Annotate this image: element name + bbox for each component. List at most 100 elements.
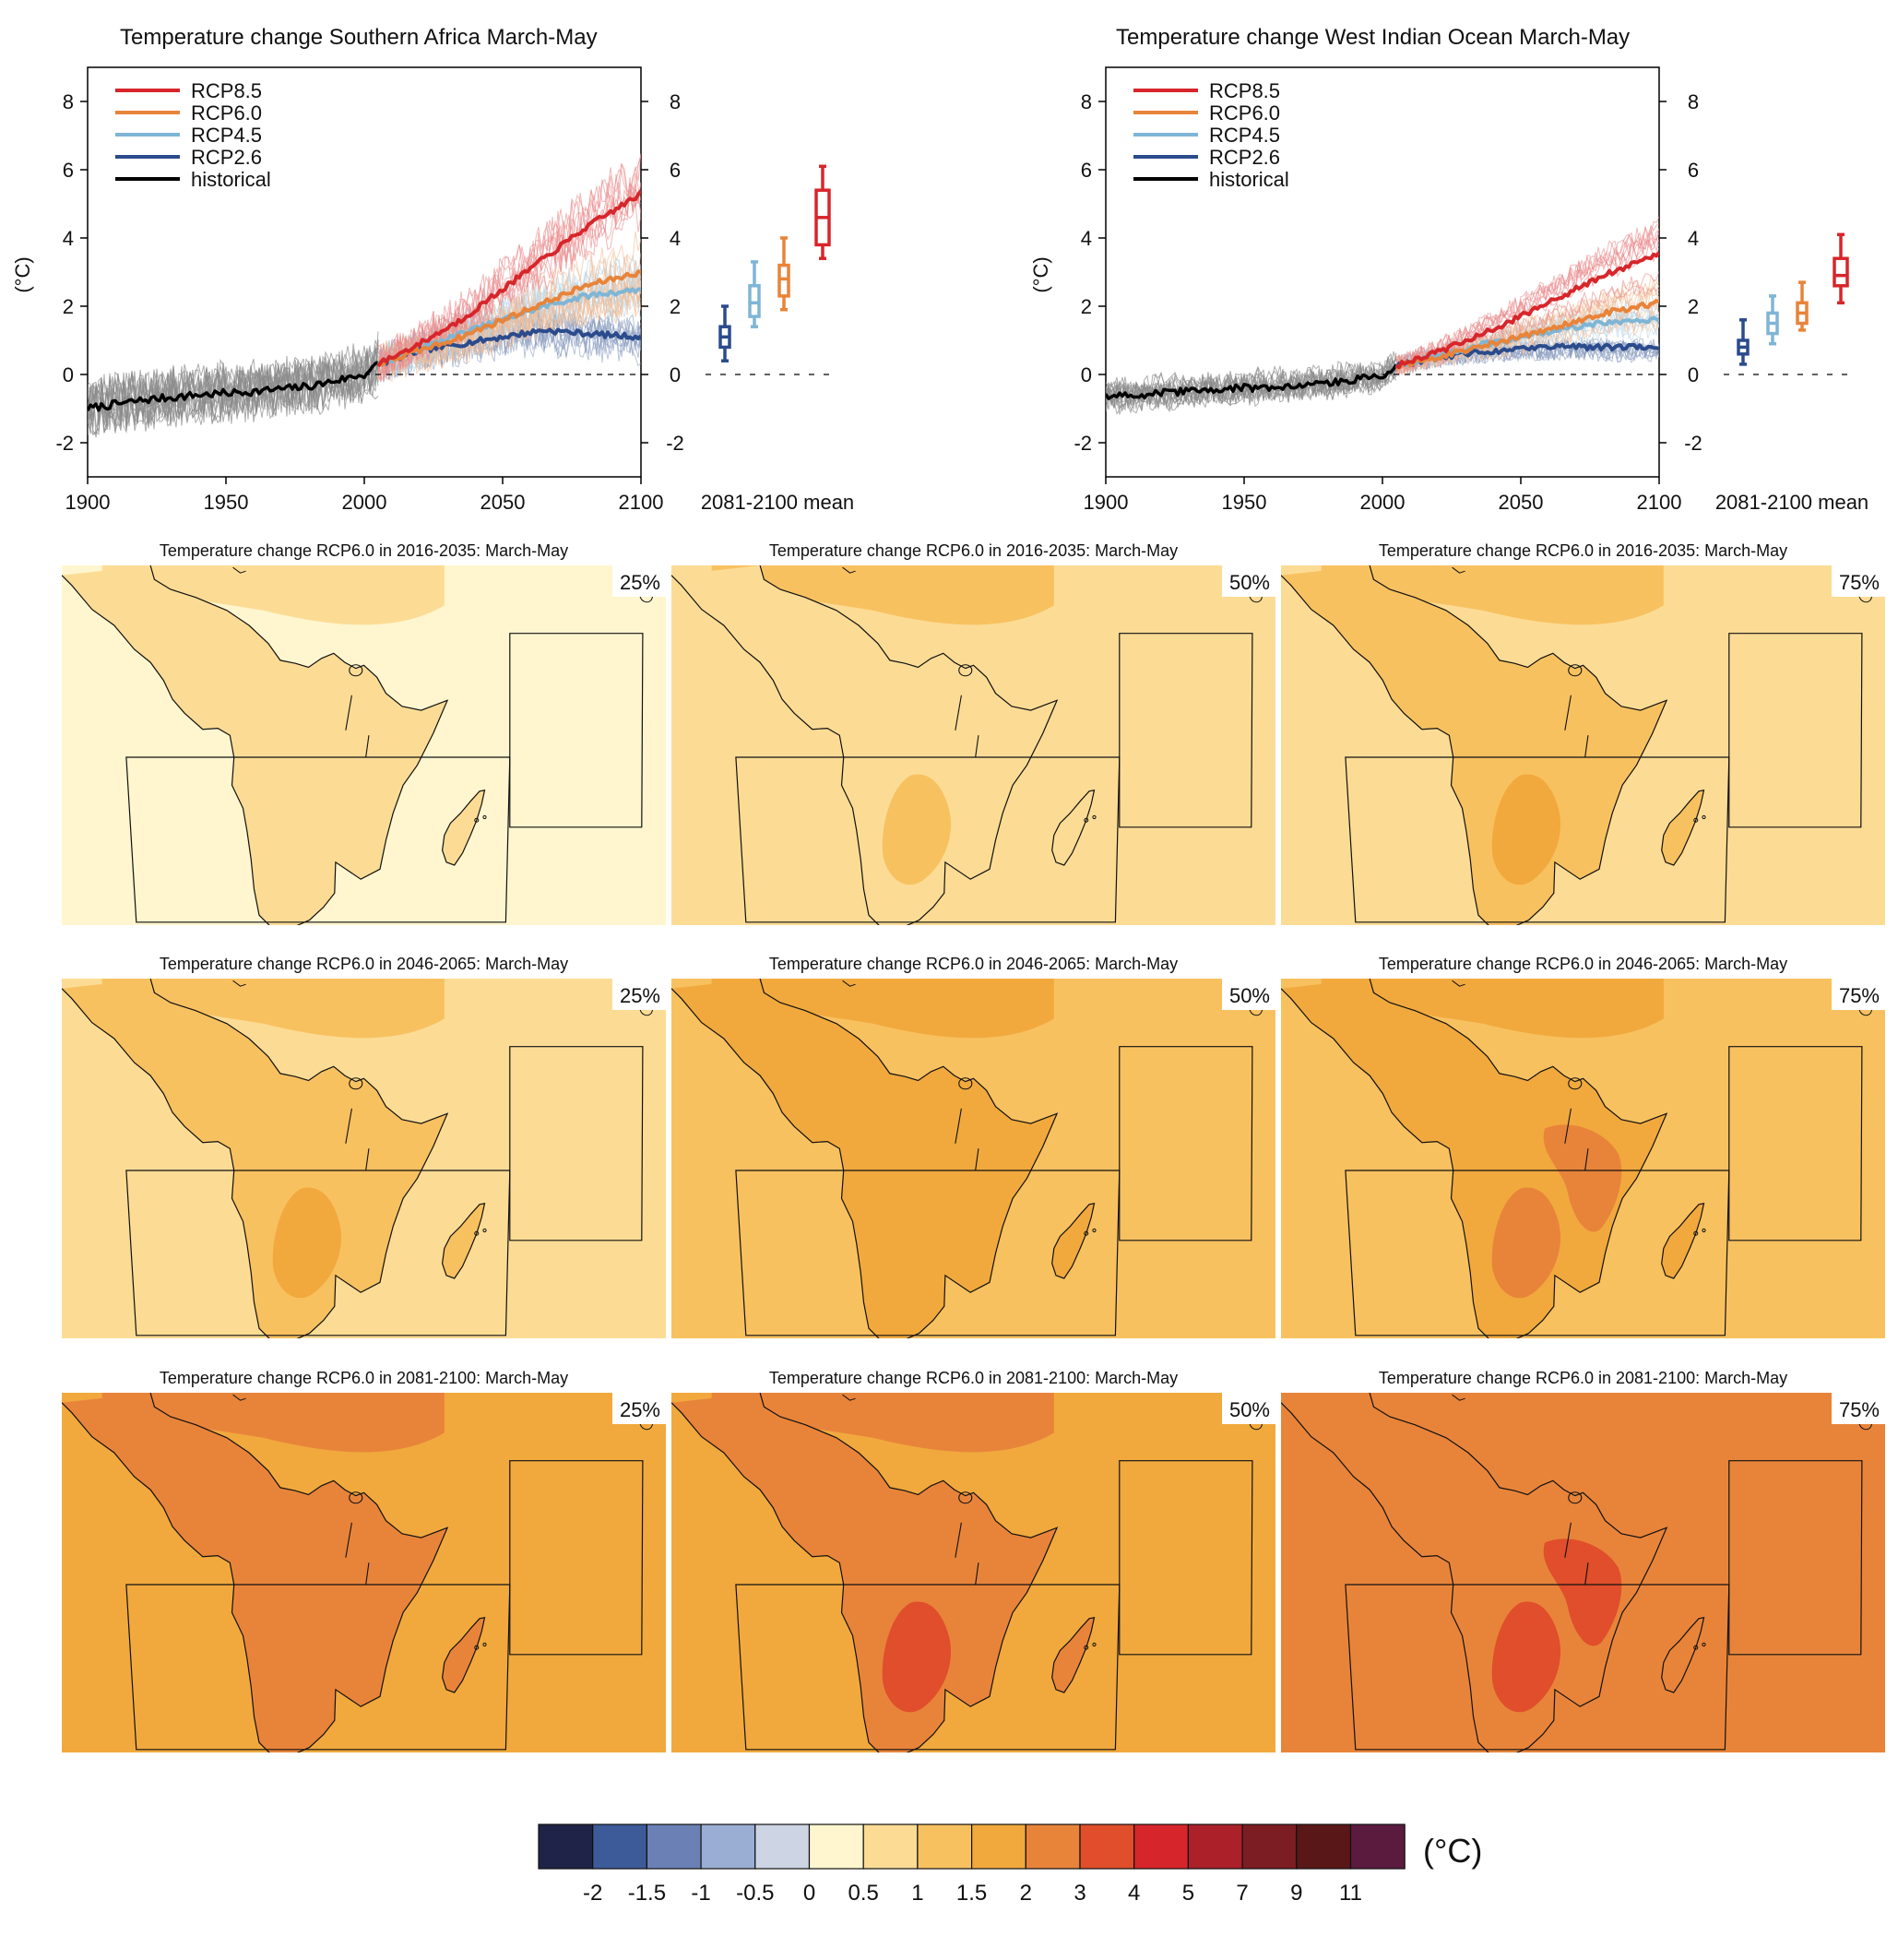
- colorbar-tick-label: 2: [1020, 1881, 1032, 1906]
- madagascar-field: [442, 790, 485, 865]
- island-outline: [1693, 817, 1699, 823]
- colorbar-swatch: [700, 1823, 756, 1870]
- x-tick-label: 1900: [1084, 491, 1129, 514]
- x-tick-label: 2100: [1637, 491, 1682, 514]
- y-tick-label: -2: [55, 432, 74, 455]
- colorbar-swatch: [538, 1823, 594, 1870]
- y-tick-label: 8: [1081, 90, 1092, 113]
- legend-label: RCP8.5: [1209, 79, 1280, 102]
- percentile-label: 75%: [1839, 984, 1880, 1007]
- interior-hotspot-field: [1491, 1601, 1561, 1713]
- y-tick-label: -2: [666, 432, 684, 455]
- map-panel: Temperature change RCP6.0 in 2046-2065: …: [1281, 955, 1885, 1338]
- series-mean-line: [377, 269, 641, 367]
- land-field: [62, 979, 448, 1338]
- west-indian-ocean-region-box: [1119, 633, 1253, 828]
- colorbar-tick-label: 9: [1290, 1881, 1302, 1906]
- chart-title: Temperature change Southern Africa March…: [120, 25, 598, 50]
- series-mean-line: [376, 189, 641, 368]
- land-field: [671, 979, 1058, 1338]
- africa-coastline: [671, 1393, 1059, 1752]
- lake-malawi-outline: [975, 735, 979, 758]
- y-tick-label: 2: [1688, 295, 1699, 318]
- land-field: [1281, 565, 1667, 925]
- map-panel: Temperature change RCP6.0 in 2016-2035: …: [1281, 541, 1885, 925]
- legend-label: RCP2.6: [191, 146, 262, 169]
- map-body: [671, 1393, 1275, 1752]
- madagascar-coastline: [1661, 1617, 1705, 1693]
- lake-malawi-outline: [1584, 1148, 1589, 1171]
- map-body: [671, 565, 1275, 925]
- legend-label: RCP4.5: [1209, 124, 1280, 147]
- colorbar: -2 -1.5 -1 -0.5 0 0.5 1 1.5 2 3 4 5 7 9 …: [538, 1823, 1482, 1906]
- lake-tanganyika-outline: [345, 1522, 352, 1558]
- madagascar-field: [1661, 790, 1704, 865]
- lake-outline: [1452, 566, 1465, 574]
- colorbar-tick-label: 3: [1074, 1881, 1085, 1906]
- lake-victoria-outline: [958, 664, 973, 677]
- northern-warming-field: [101, 565, 445, 625]
- colorbar-swatch: [592, 1823, 648, 1870]
- y-tick-label: 8: [1688, 90, 1699, 113]
- colorbar-swatch: [970, 1823, 1026, 1870]
- y-tick-label: 6: [1081, 159, 1092, 182]
- colorbar-unit: (°C): [1423, 1832, 1482, 1870]
- map-body: [1281, 979, 1885, 1338]
- y-tick-label: 8: [670, 90, 681, 113]
- madagascar-field: [1051, 1617, 1095, 1693]
- northern-warming-field: [711, 979, 1054, 1039]
- east-africa-warming-field: [1543, 1124, 1622, 1232]
- y-tick-label: 0: [1688, 363, 1699, 386]
- y-tick-label: 2: [670, 295, 681, 318]
- lake-tanganyika-outline: [955, 1522, 962, 1558]
- interior-hotspot-field: [1491, 774, 1561, 885]
- island-outline: [1084, 1645, 1089, 1650]
- x-tick-label: 1950: [204, 491, 249, 514]
- africa-coastline: [1281, 979, 1668, 1338]
- lake-malawi-outline: [975, 1562, 979, 1586]
- island-outline: [1092, 814, 1097, 820]
- series-mean-line: [88, 361, 379, 412]
- lake-victoria-outline: [1568, 664, 1583, 677]
- percentile-tag-bg: [1222, 565, 1275, 597]
- map-title: Temperature change RCP6.0 in 2046-2065: …: [160, 955, 568, 973]
- land-field: [1281, 1393, 1667, 1752]
- madagascar-coastline: [1051, 790, 1096, 866]
- scenario-member-line: [377, 156, 641, 382]
- x-tick-labels: 1900 1950 2000 2050 2100: [1084, 491, 1682, 514]
- interior-hotspot-field: [272, 1601, 342, 1713]
- lake-tanganyika-outline: [345, 695, 352, 731]
- northern-warming-field: [1321, 979, 1664, 1039]
- madagascar-field: [1661, 1203, 1704, 1278]
- y-tick-label: -2: [1074, 432, 1092, 455]
- southern-africa-region-box: [1345, 1584, 1730, 1751]
- island-outline: [1084, 1230, 1089, 1236]
- percentile-tag-bg: [1222, 979, 1275, 1010]
- africa-coastline: [62, 565, 449, 925]
- lake-malawi-outline: [365, 1562, 370, 1586]
- y-tick-label: 0: [670, 363, 681, 386]
- africa-coastline: [1281, 1393, 1668, 1752]
- colorbar-swatch: [917, 1823, 973, 1870]
- x-tick-label: 2050: [480, 491, 526, 514]
- colorbar-swatch: [1079, 1823, 1135, 1870]
- map-title: Temperature change RCP6.0 in 2081-2100: …: [1379, 1369, 1787, 1387]
- lake-tanganyika-outline: [1564, 695, 1572, 731]
- legend-label: historical: [1209, 168, 1289, 191]
- timeseries-panel-southern-africa: Temperature change Southern Africa March…: [11, 25, 854, 514]
- percentile-label: 75%: [1839, 1398, 1880, 1421]
- boxplot-label: 2081-2100 mean: [1715, 491, 1868, 514]
- y-tick-label: -2: [1684, 432, 1702, 455]
- historical-member-line: [88, 352, 379, 426]
- y-tick-label: 8: [63, 90, 74, 113]
- y-tick-label: 6: [1688, 159, 1699, 182]
- map-panel: Temperature change RCP6.0 in 2046-2065: …: [62, 955, 666, 1338]
- lake-victoria-outline: [1568, 1077, 1583, 1090]
- y-axis-label: (°C): [11, 256, 34, 292]
- land-field: [1281, 979, 1667, 1338]
- northern-warming-field: [101, 1393, 445, 1453]
- y-tick-label: 0: [63, 363, 74, 386]
- southern-africa-region-box: [1345, 1170, 1730, 1336]
- lake-malawi-outline: [365, 1148, 370, 1171]
- lake-tanganyika-outline: [955, 695, 962, 731]
